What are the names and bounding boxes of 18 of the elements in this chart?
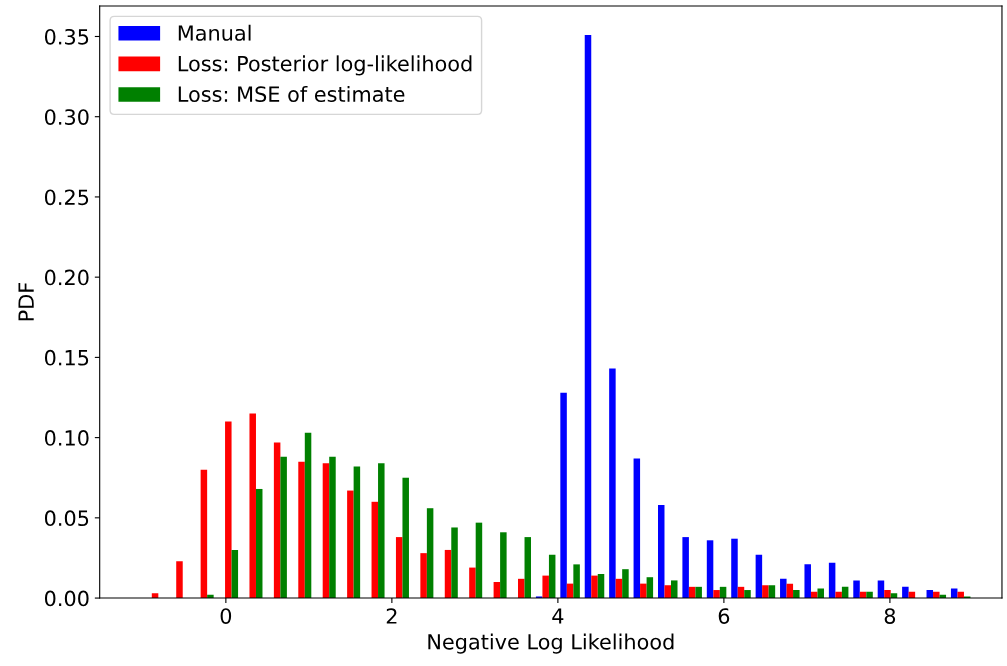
y-tick-label: 0.30 — [44, 109, 89, 125]
y-tick-label: 0.05 — [44, 510, 89, 527]
x-tick-label: 2 — [386, 608, 397, 624]
y-tick-label: 0.00 — [44, 590, 89, 607]
y-tick-label: 0.10 — [44, 430, 89, 446]
y-tick-label: 0.25 — [44, 189, 89, 206]
y-tick-label: 0.35 — [44, 28, 89, 45]
y-tick-label: 0.20 — [44, 269, 89, 286]
legend-label: Loss: Posterior log-likelihood — [178, 55, 472, 76]
x-axis-title: Negative Log Likelihood — [428, 633, 674, 654]
legend-label: Loss: MSE of estimate — [178, 85, 405, 103]
x-tick-label: 8 — [884, 608, 896, 624]
legend-label: Manual — [178, 24, 251, 41]
y-axis-title: PDF — [18, 282, 34, 321]
x-tick-label: 6 — [718, 608, 730, 624]
x-tick-label: 0 — [220, 608, 232, 624]
x-tick-label: 4 — [552, 608, 564, 624]
y-tick-label: 0.15 — [44, 349, 89, 366]
